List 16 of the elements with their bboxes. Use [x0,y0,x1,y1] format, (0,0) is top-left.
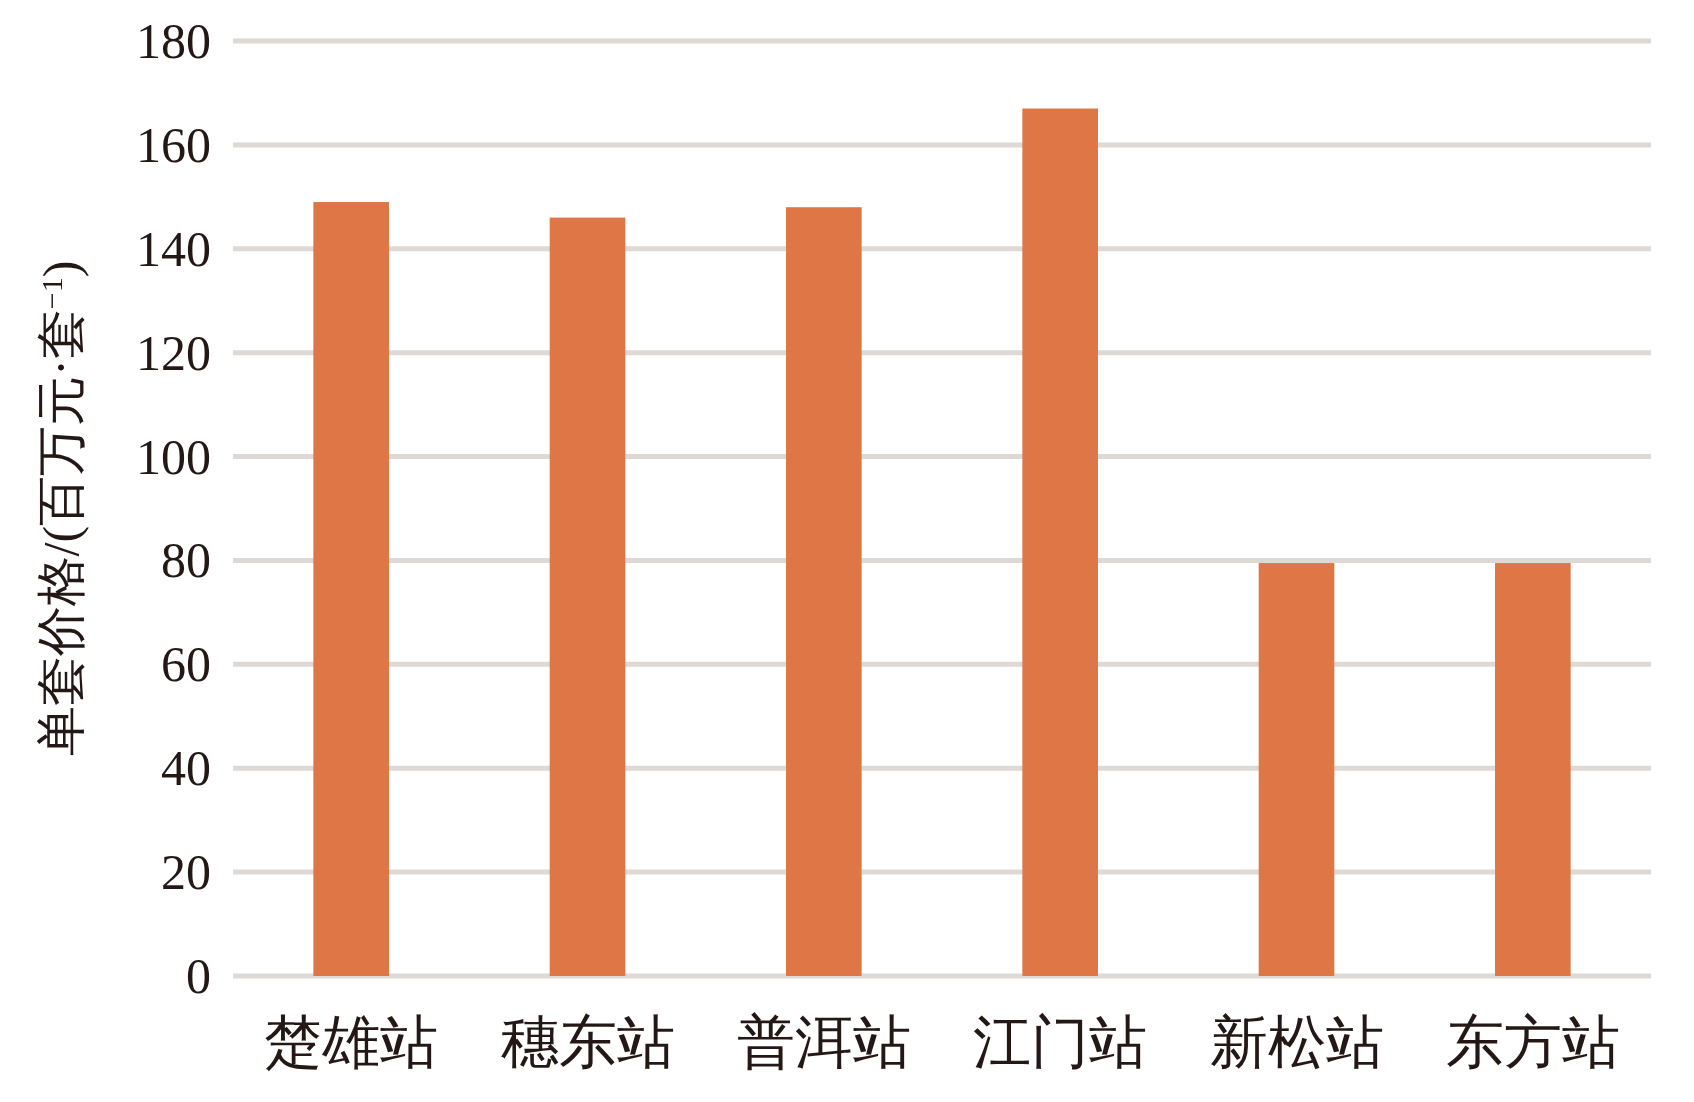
x-tick-label: 东方站 [1445,1010,1620,1075]
y-tick-label: 160 [136,116,211,173]
x-tick-label: 江门站 [973,1010,1148,1075]
x-tick-label: 穗东站 [500,1010,675,1075]
y-tick-label: 40 [161,740,211,797]
x-tick-label: 新松站 [1209,1010,1384,1075]
y-tick-label: 140 [136,220,211,277]
y-tick-label: 120 [136,324,211,381]
x-tick-label: 楚雄站 [264,1010,439,1075]
y-tick-label: 180 [136,13,211,69]
y-tick-label: 100 [136,428,211,485]
y-tick-label: 60 [161,636,211,693]
y-tick-label: 0 [186,948,211,1004]
x-tick-label: 普洱站 [736,1010,911,1075]
y-tick-label: 20 [161,844,211,901]
y-tick-label: 80 [161,532,211,589]
